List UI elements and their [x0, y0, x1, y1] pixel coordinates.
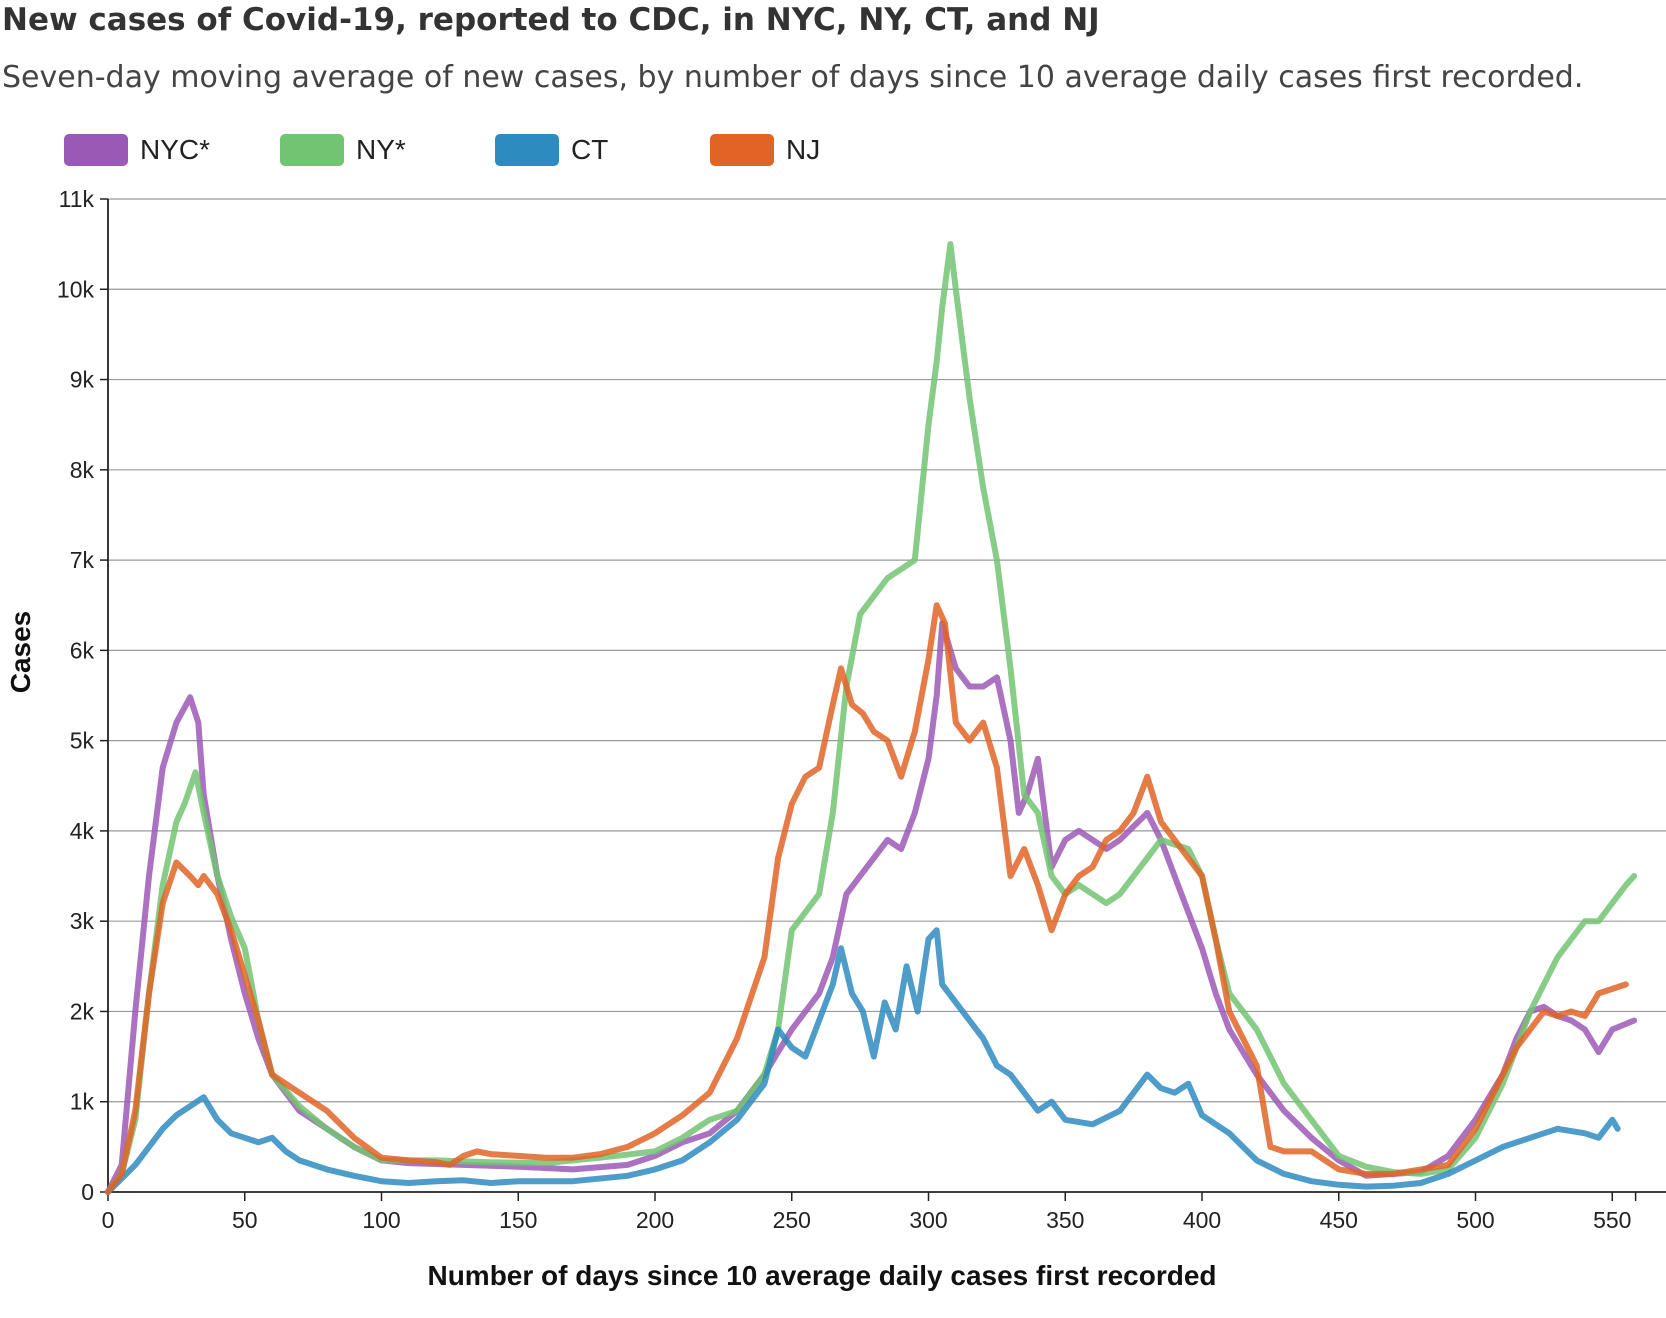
legend-label-nj: NJ	[786, 134, 821, 165]
legend-swatch-nj	[710, 134, 774, 166]
y-tick-label: 3k	[70, 908, 95, 934]
y-tick-label: 4k	[70, 818, 95, 844]
x-tick-label: 0	[102, 1207, 115, 1233]
y-tick-label: 11k	[59, 186, 95, 212]
x-tick-label: 250	[773, 1207, 811, 1233]
x-tick-label: 50	[232, 1207, 258, 1233]
y-tick-label: 0	[81, 1179, 94, 1205]
legend-item-nyc: NYC*	[64, 130, 210, 170]
series-line-nyc	[105, 620, 1638, 1195]
legend-swatch-ny	[280, 134, 344, 166]
legend-item-ct: CT	[495, 130, 608, 170]
x-tick-label: 550	[1593, 1207, 1631, 1233]
y-tick-label: 2k	[70, 998, 95, 1024]
x-axis: 0 50 100 150 200 250 300 350 400 450 500 550	[102, 1191, 1666, 1233]
y-tick-label: 5k	[70, 728, 95, 754]
legend-item-nj: NJ	[710, 130, 820, 170]
x-tick-label: 400	[1183, 1207, 1221, 1233]
x-tick-label: 350	[1046, 1207, 1084, 1233]
chart-title: New cases of Covid-19, reported to CDC, …	[2, 2, 1100, 38]
series-line-nj	[105, 602, 1629, 1195]
chart-subtitle: Seven-day moving average of new cases, b…	[2, 60, 1584, 95]
y-axis-title: Cases	[5, 611, 36, 694]
y-tick-label: 8k	[70, 457, 95, 483]
y-tick-label: 9k	[70, 367, 95, 393]
x-tick-label: 200	[636, 1207, 674, 1233]
x-axis-title: Number of days since 10 average daily ca…	[427, 1260, 1216, 1291]
series-lines	[105, 241, 1638, 1195]
x-tick-label: 100	[362, 1207, 400, 1233]
gridlines	[108, 198, 1666, 1103]
legend: NYC* NY* CT NJ	[0, 130, 900, 170]
x-tick-label: 500	[1456, 1207, 1494, 1233]
y-tick-label: 1k	[70, 1089, 95, 1115]
legend-swatch-nyc	[64, 134, 128, 166]
y-tick-label: 7k	[70, 547, 95, 573]
x-tick-label: 150	[499, 1207, 537, 1233]
legend-label-ct: CT	[571, 134, 609, 165]
x-tick-label: 450	[1320, 1207, 1358, 1233]
y-axis: 0 1k 2k 3k 4k 5k 6k 7k 8k 9k 10k 11k	[57, 186, 109, 1205]
y-tick-label: 10k	[57, 276, 95, 302]
y-tick-label: 6k	[70, 637, 95, 663]
legend-label-nyc: NYC*	[140, 134, 211, 165]
series-line-ct	[105, 927, 1621, 1195]
legend-label-ny: NY*	[356, 134, 406, 165]
legend-item-ny: NY*	[280, 130, 406, 170]
legend-swatch-ct	[495, 134, 559, 166]
x-tick-label: 300	[909, 1207, 947, 1233]
